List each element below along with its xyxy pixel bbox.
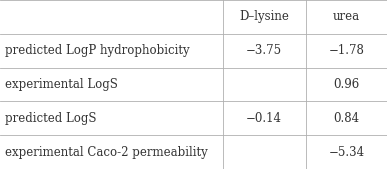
Text: predicted LogP hydrophobicity: predicted LogP hydrophobicity	[5, 44, 189, 57]
Text: −3.75: −3.75	[246, 44, 282, 57]
Text: D–lysine: D–lysine	[239, 10, 289, 23]
Text: 0.96: 0.96	[333, 78, 360, 91]
Text: −1.78: −1.78	[329, 44, 364, 57]
Text: experimental LogS: experimental LogS	[5, 78, 118, 91]
Text: predicted LogS: predicted LogS	[5, 112, 96, 125]
Text: experimental Caco-2 permeability: experimental Caco-2 permeability	[5, 146, 207, 159]
Text: 0.84: 0.84	[333, 112, 360, 125]
Text: −0.14: −0.14	[246, 112, 282, 125]
Text: −5.34: −5.34	[328, 146, 365, 159]
Text: urea: urea	[333, 10, 360, 23]
